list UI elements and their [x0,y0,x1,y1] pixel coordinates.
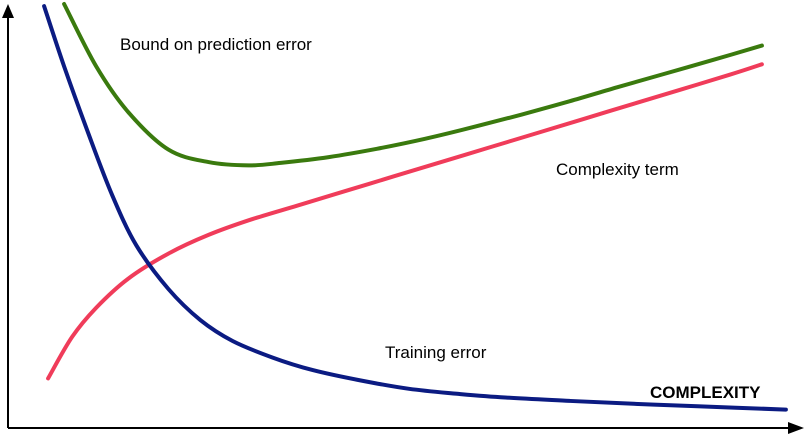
axes [2,4,804,434]
complexity-term-label: Complexity term [556,160,679,179]
series-layer [42,2,788,412]
bound-on-prediction-error-line [62,2,764,168]
y-axis-arrow [2,4,14,18]
training-error-line [42,4,788,412]
x-axis-label: COMPLEXITY [650,383,761,402]
training-error-label: Training error [385,343,487,362]
complexity-term-line [46,62,764,381]
bound-on-prediction-error-label: Bound on prediction error [120,35,312,54]
x-axis-arrow [788,422,804,434]
